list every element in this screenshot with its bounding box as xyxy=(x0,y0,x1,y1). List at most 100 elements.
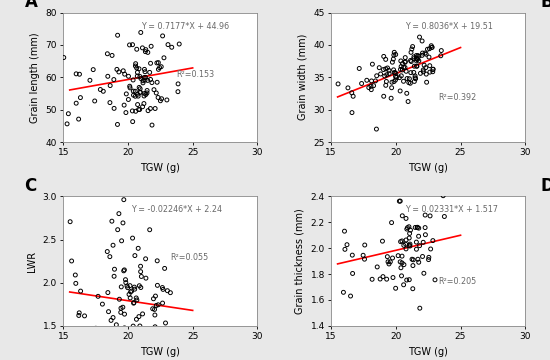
Point xyxy=(384,261,393,267)
Point xyxy=(151,312,160,318)
Point xyxy=(150,87,158,93)
Point xyxy=(145,328,154,333)
Point xyxy=(67,258,76,264)
Point xyxy=(150,306,159,312)
Point xyxy=(412,239,421,245)
Point xyxy=(141,92,150,98)
Point xyxy=(403,226,411,232)
Point xyxy=(415,54,424,59)
Point xyxy=(125,85,134,91)
Point xyxy=(140,91,149,96)
Point xyxy=(89,67,97,72)
Point xyxy=(334,81,343,87)
Point xyxy=(118,304,127,310)
Y-axis label: LWR: LWR xyxy=(27,251,37,272)
Point xyxy=(414,233,423,239)
Point xyxy=(419,239,427,245)
Point xyxy=(129,92,138,98)
Point xyxy=(129,300,138,305)
Point xyxy=(136,269,145,275)
Point xyxy=(158,287,167,292)
Point xyxy=(389,56,398,62)
Point xyxy=(401,55,410,60)
Point xyxy=(437,48,446,53)
Point xyxy=(404,80,413,86)
Point xyxy=(404,224,413,230)
Point xyxy=(129,77,138,83)
Point xyxy=(166,290,175,296)
Point xyxy=(112,322,121,328)
Point xyxy=(399,243,408,248)
Point xyxy=(411,75,420,81)
Point xyxy=(113,32,122,38)
Point xyxy=(141,49,150,54)
Point xyxy=(135,107,144,112)
Point xyxy=(406,70,415,76)
Point xyxy=(141,75,150,80)
Point xyxy=(158,33,167,39)
Point xyxy=(91,325,100,331)
Point xyxy=(138,311,147,317)
Point xyxy=(422,79,431,85)
Point xyxy=(436,53,445,59)
Point xyxy=(349,93,358,99)
Point xyxy=(397,265,405,271)
Point xyxy=(96,87,104,93)
Point xyxy=(120,311,129,317)
Point xyxy=(414,256,422,262)
Point xyxy=(399,262,408,267)
Point xyxy=(125,283,134,288)
Point xyxy=(74,116,83,122)
Point xyxy=(131,63,140,69)
Point xyxy=(424,257,433,262)
Point xyxy=(151,293,160,299)
Point xyxy=(135,323,144,329)
Point xyxy=(398,260,406,266)
Point xyxy=(420,62,428,68)
Point xyxy=(72,100,81,106)
Point xyxy=(392,71,400,76)
Point xyxy=(403,225,412,230)
Point xyxy=(385,71,394,77)
Y-axis label: Grain width (mm): Grain width (mm) xyxy=(298,34,308,121)
Point xyxy=(135,90,144,95)
Point xyxy=(369,83,378,89)
Point xyxy=(104,309,113,315)
Text: C: C xyxy=(24,177,37,195)
Point xyxy=(388,255,397,261)
Point xyxy=(396,239,405,244)
Point xyxy=(398,67,407,73)
Point xyxy=(133,65,141,71)
Point xyxy=(381,66,390,72)
Point xyxy=(158,300,167,306)
Point xyxy=(110,266,119,272)
Point xyxy=(426,246,435,252)
Point xyxy=(403,90,411,96)
Point xyxy=(76,95,85,100)
Point xyxy=(126,289,135,295)
Point xyxy=(131,89,140,94)
Point xyxy=(376,276,384,282)
Point xyxy=(128,108,137,114)
Point xyxy=(120,102,129,108)
Point xyxy=(115,296,124,302)
Point xyxy=(161,325,170,331)
Point xyxy=(373,264,382,270)
Point xyxy=(368,276,377,282)
Point xyxy=(136,30,145,35)
Point xyxy=(397,73,406,78)
Point xyxy=(410,54,419,60)
Point xyxy=(162,331,170,337)
Point xyxy=(132,295,141,301)
Point xyxy=(427,45,436,50)
Point xyxy=(391,73,400,79)
Point xyxy=(409,56,418,62)
Point xyxy=(144,50,152,55)
Point xyxy=(161,320,170,326)
Point xyxy=(109,273,118,279)
Point xyxy=(381,82,390,88)
Point xyxy=(357,81,366,86)
Point xyxy=(136,264,145,269)
Point xyxy=(155,65,164,71)
Point xyxy=(399,64,408,70)
